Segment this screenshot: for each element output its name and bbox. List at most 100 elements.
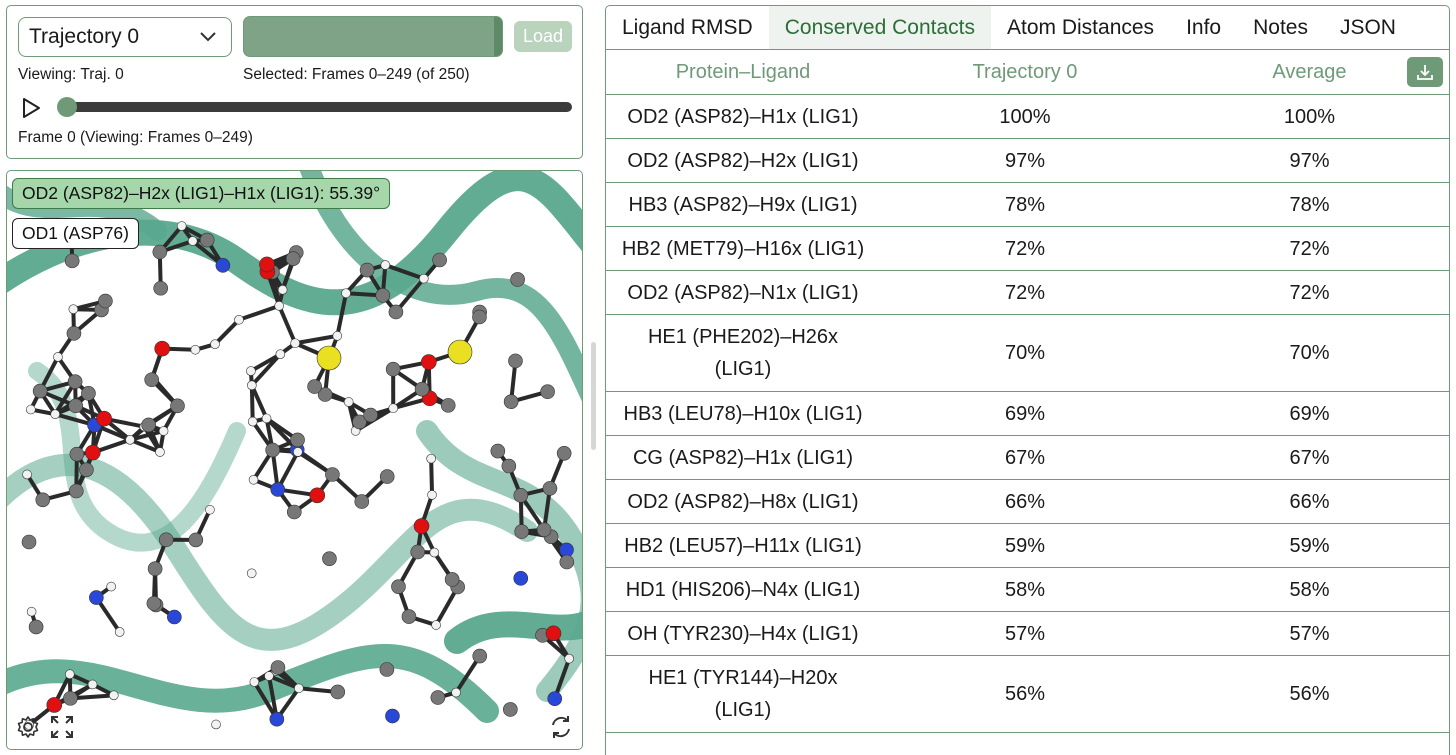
atom (277, 285, 288, 295)
atom (144, 372, 159, 388)
column-header-average[interactable]: Average (1170, 49, 1449, 95)
panel-resize-handle[interactable] (591, 342, 596, 450)
average-value-cell: 97% (1170, 138, 1449, 183)
trajectory-value-cell: 66% (880, 479, 1170, 524)
bond (429, 458, 435, 495)
tab-json[interactable]: JSON (1339, 16, 1396, 39)
angle-measurement-label: OD2 (ASP82)–H2x (LIG1)–H1x (LIG1): 55.39… (12, 178, 391, 209)
tab-atom-distances[interactable]: Atom Distances (1007, 16, 1155, 39)
reset-view-icon[interactable] (548, 714, 574, 740)
atom (472, 309, 487, 325)
trajectory-value-cell: 59% (880, 523, 1170, 568)
atom (503, 394, 519, 409)
trajectory-value-cell: 97% (880, 138, 1170, 183)
atom (432, 252, 447, 268)
frame-slider[interactable] (57, 97, 572, 117)
atom (152, 244, 168, 260)
table-row[interactable]: HB2 (MET79)–H16x (LIG1) 72% 72% (606, 226, 1449, 271)
atom (53, 352, 63, 362)
atom (444, 572, 460, 587)
table-row[interactable]: CG (ASP82)–H1x (LIG1) 67% 67% (606, 435, 1449, 480)
tab-ligand-rmsd[interactable]: Ligand RMSD (622, 16, 753, 39)
table-row[interactable]: OD2 (ASP82)–N1x (LIG1) 72% 72% (606, 270, 1449, 315)
selected-frames-label: Selected: Frames 0–249 (of 250) (243, 66, 470, 83)
atom (426, 453, 436, 464)
atom (261, 413, 272, 424)
table-row[interactable]: OD2 (ASP82)–H1x (LIG1) 100% 100% (606, 94, 1449, 139)
bond (335, 292, 349, 337)
molecule-scene[interactable] (7, 171, 583, 750)
atom (158, 426, 169, 436)
table-row[interactable]: HE1 (TYR144)–H20x (LIG1) 56% 56% (606, 655, 1449, 733)
trajectory-value-cell: 56% (880, 655, 1170, 733)
atom (87, 679, 98, 690)
contact-cell: OD2 (ASP82)–H1x (LIG1) (606, 94, 880, 139)
atom (391, 579, 406, 594)
average-value-cell: 67% (1170, 435, 1449, 480)
contact-cell: CG (ASP82)–H1x (LIG1) (606, 435, 880, 480)
table-row[interactable]: OH (TYR230)–H4x (LIG1) 57% 57% (606, 611, 1449, 656)
average-value-cell: 78% (1170, 182, 1449, 227)
table-row[interactable]: OD2 (ASP82)–H2x (LIG1) 97% 97% (606, 138, 1449, 183)
download-button[interactable] (1407, 57, 1443, 87)
table-row[interactable]: OD2 (ASP82)–H8x (LIG1) 66% 66% (606, 479, 1449, 524)
frame-range-selector[interactable] (243, 16, 503, 57)
atom (199, 232, 215, 248)
trajectory-value-cell: 70% (880, 314, 1170, 392)
atom (540, 384, 555, 400)
chevron-down-icon (200, 32, 216, 42)
table-row[interactable]: HB3 (LEU78)–H10x (LIG1) 69% 69% (606, 391, 1449, 436)
table-row[interactable]: HE1 (PHE202)–H26x (LIG1) 70% 70% (606, 314, 1449, 392)
atom (270, 660, 286, 675)
atom (330, 684, 346, 700)
atom (246, 568, 257, 579)
atom (63, 691, 78, 706)
play-icon[interactable] (20, 97, 42, 119)
analysis-tabs: Ligand RMSD Conserved Contacts Atom Dist… (605, 5, 1450, 50)
frame-status-label: Frame 0 (Viewing: Frames 0–249) (18, 129, 253, 146)
protein-ribbon (7, 453, 538, 651)
frame-range-handle[interactable] (494, 17, 502, 56)
atom (513, 571, 529, 586)
table-row[interactable]: HB3 (ASP82)–H9x (LIG1) 78% 78% (606, 182, 1449, 227)
tab-conserved-contacts[interactable]: Conserved Contacts (768, 6, 991, 50)
column-header-protein-ligand[interactable]: Protein–Ligand (606, 49, 880, 95)
atom (68, 398, 84, 414)
tab-info[interactable]: Info (1186, 16, 1222, 39)
molecule-viewer[interactable]: OD2 (ASP82)–H2x (LIG1)–H1x (LIG1): 55.39… (6, 170, 583, 750)
atom (141, 417, 156, 433)
atom-hover-label: OD1 (ASP76) (12, 218, 139, 249)
atom (170, 398, 185, 414)
fullscreen-icon[interactable] (49, 714, 75, 740)
frame-slider-knob[interactable] (57, 97, 77, 117)
trajectory-controls-panel: Trajectory 0 Load Viewing: Traj. 0 Selec… (6, 5, 583, 159)
atom (65, 669, 75, 680)
load-button[interactable]: Load (514, 21, 572, 52)
atom (352, 414, 367, 430)
average-value-cell: 69% (1170, 391, 1449, 436)
atom (205, 504, 215, 515)
contacts-table-container[interactable]: Protein–Ligand Trajectory 0 Average (605, 49, 1450, 755)
atom (247, 416, 258, 427)
atom (309, 487, 326, 504)
bond (129, 429, 165, 442)
atom (420, 354, 437, 370)
tab-notes[interactable]: Notes (1253, 16, 1308, 39)
contact-cell: OD2 (ASP82)–H2x (LIG1) (606, 138, 880, 183)
atom (322, 551, 337, 566)
contact-cell: HE1 (TYR144)–H20x (LIG1) (606, 655, 880, 733)
atom (248, 474, 259, 485)
atom (46, 697, 63, 713)
column-header-trajectory-0[interactable]: Trajectory 0 (880, 49, 1170, 95)
trajectory-value-cell: 72% (880, 226, 1170, 271)
average-value-cell: 58% (1170, 567, 1449, 612)
trajectory-select[interactable]: Trajectory 0 (18, 17, 232, 57)
average-value-cell: 66% (1170, 479, 1449, 524)
atom (249, 677, 260, 687)
atom (290, 338, 300, 349)
table-row[interactable]: HD1 (HIS206)–N4x (LIG1) 58% 58% (606, 567, 1449, 612)
table-row[interactable]: HB2 (LEU57)–H11x (LIG1) 59% 59% (606, 523, 1449, 568)
settings-icon[interactable] (15, 714, 41, 740)
atom (536, 522, 552, 538)
atom (414, 381, 430, 397)
